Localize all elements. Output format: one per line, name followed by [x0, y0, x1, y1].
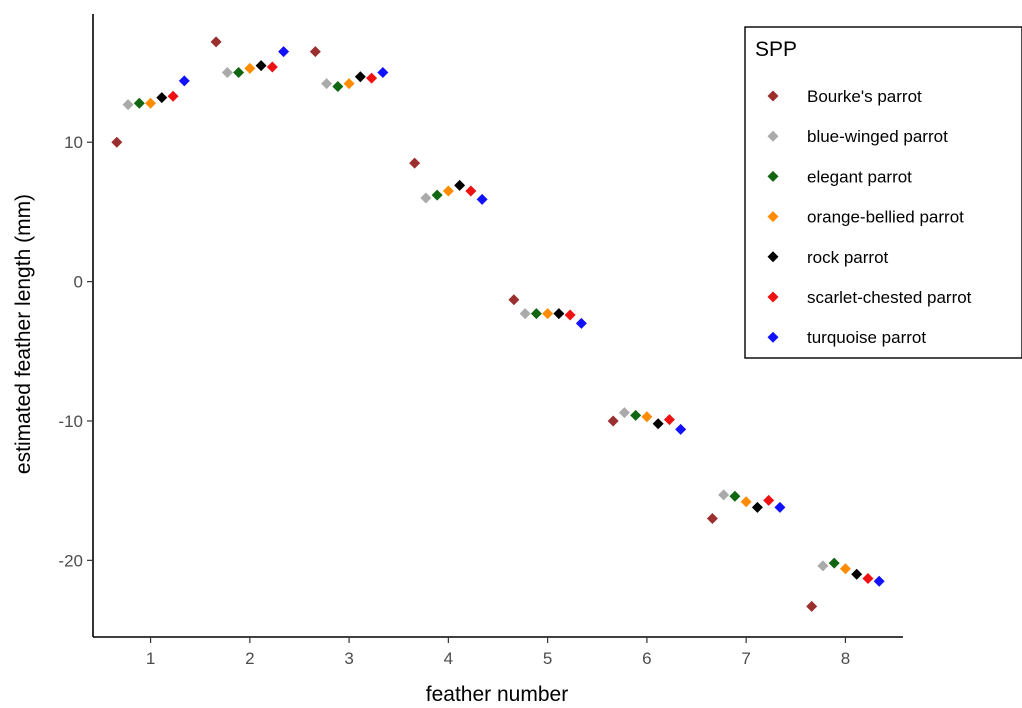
data-point [851, 568, 863, 580]
data-point [111, 136, 123, 148]
legend-key [767, 331, 779, 343]
data-point [266, 61, 278, 73]
data-point [542, 308, 554, 320]
legend-key [767, 170, 779, 182]
data-point [718, 489, 730, 501]
data-point [618, 407, 630, 419]
data-point [233, 67, 245, 79]
data-point [530, 308, 542, 320]
data-point [122, 99, 134, 111]
legend-label: scarlet-chested parrot [807, 288, 972, 307]
data-point [156, 92, 168, 104]
data-point [663, 414, 675, 426]
legend-key [767, 251, 779, 263]
data-point [244, 62, 256, 74]
data-point [210, 36, 222, 48]
data-point [167, 90, 179, 102]
data-point [178, 75, 190, 87]
data-point [377, 67, 389, 79]
data-point [354, 71, 366, 83]
y-tick-label: -10 [58, 412, 83, 431]
data-point [133, 97, 145, 109]
legend-title: SPP [755, 38, 797, 61]
data-point [817, 560, 829, 572]
data-point [255, 60, 267, 72]
x-tick-label: 1 [146, 649, 155, 668]
legend: SPP Bourke's parrot blue-winged parrot eleg… [744, 26, 1022, 359]
data-point [763, 494, 775, 506]
data-point [575, 317, 587, 329]
data-point [431, 189, 443, 201]
data-point [343, 78, 355, 90]
data-point [442, 185, 454, 197]
x-tick-label: 8 [841, 649, 850, 668]
data-point [332, 80, 344, 92]
legend-box [744, 26, 1022, 359]
data-point [862, 572, 874, 584]
data-point [221, 67, 233, 79]
data-point [366, 72, 378, 84]
data-point [828, 557, 840, 569]
data-point [145, 97, 157, 109]
legend-key [767, 130, 779, 142]
data-point [641, 411, 653, 423]
data-point [740, 496, 752, 508]
data-point [553, 308, 565, 320]
data-point [751, 501, 763, 513]
data-point [729, 490, 741, 502]
data-point [454, 179, 466, 191]
legend-label: Bourke's parrot [807, 87, 922, 106]
data-point [564, 309, 576, 321]
legend-key [767, 211, 779, 223]
data-point [409, 157, 421, 169]
data-point [806, 600, 818, 612]
x-tick-label: 6 [642, 649, 651, 668]
legend-label: rock parrot [807, 248, 889, 267]
x-axis-title: feather number [426, 683, 568, 706]
y-tick-label: 0 [74, 273, 83, 292]
data-point [278, 46, 290, 58]
data-point [706, 513, 718, 525]
x-tick-label: 2 [245, 649, 254, 668]
legend-key [767, 90, 779, 102]
data-point [420, 192, 432, 204]
data-point [652, 418, 664, 430]
data-point [321, 78, 333, 90]
y-axis-title: estimated feather length (mm) [12, 194, 35, 474]
legend-label: orange-bellied parrot [807, 208, 964, 227]
x-tick-label: 7 [741, 649, 750, 668]
data-point [508, 294, 520, 306]
x-tick-label: 3 [344, 649, 353, 668]
legend-key [767, 291, 779, 303]
data-point [476, 193, 488, 205]
data-point [774, 501, 786, 513]
x-tick-label: 5 [543, 649, 552, 668]
y-tick-label: -20 [58, 551, 83, 570]
data-point [465, 185, 477, 197]
y-tick-label: 10 [64, 133, 83, 152]
data-point [839, 563, 851, 575]
legend-label: turquoise parrot [807, 328, 926, 347]
data-point [630, 409, 642, 421]
data-point [873, 575, 885, 587]
legend-label: blue-winged parrot [807, 127, 948, 146]
data-point [519, 308, 531, 320]
data-point [309, 46, 321, 58]
data-points [111, 36, 885, 612]
data-point [675, 423, 687, 435]
data-point [607, 415, 619, 427]
axes: 1 2 3 4 5 6 7 8 10 0 -10 -20 [58, 14, 903, 668]
x-tick-label: 4 [444, 649, 453, 668]
legend-label: elegant parrot [807, 167, 912, 186]
